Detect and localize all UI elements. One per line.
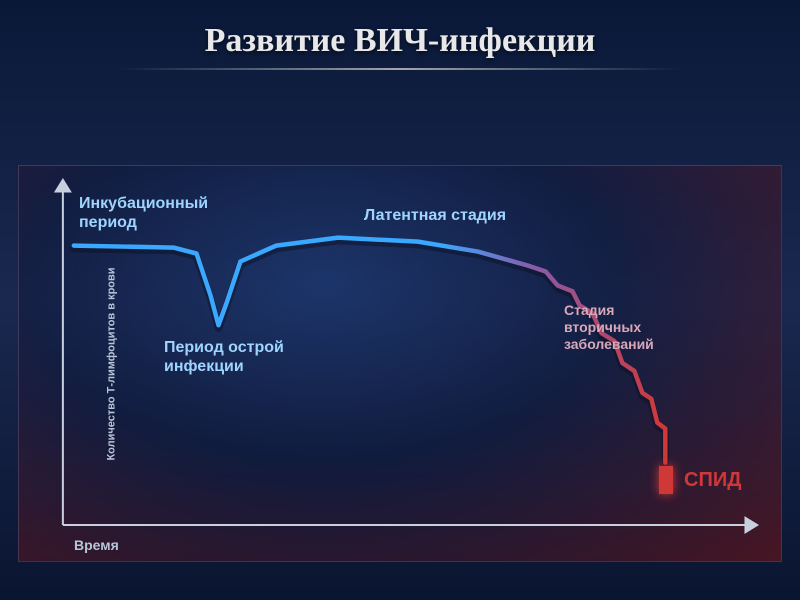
aids-marker (659, 466, 673, 494)
stage-incubation: Инкубационный период (79, 194, 208, 232)
stage-aids: СПИД (684, 468, 741, 492)
stage-latent: Латентная стадия (364, 206, 506, 225)
chart-area: Количество Т-лимфоцитов в крови Время Ин… (18, 165, 782, 562)
stage-acute: Период острой инфекции (164, 338, 284, 376)
title-underline (120, 68, 680, 70)
stage-secondary: Стадия вторичных заболеваний (564, 302, 654, 352)
page-title: Развитие ВИЧ-инфекции (0, 22, 800, 60)
